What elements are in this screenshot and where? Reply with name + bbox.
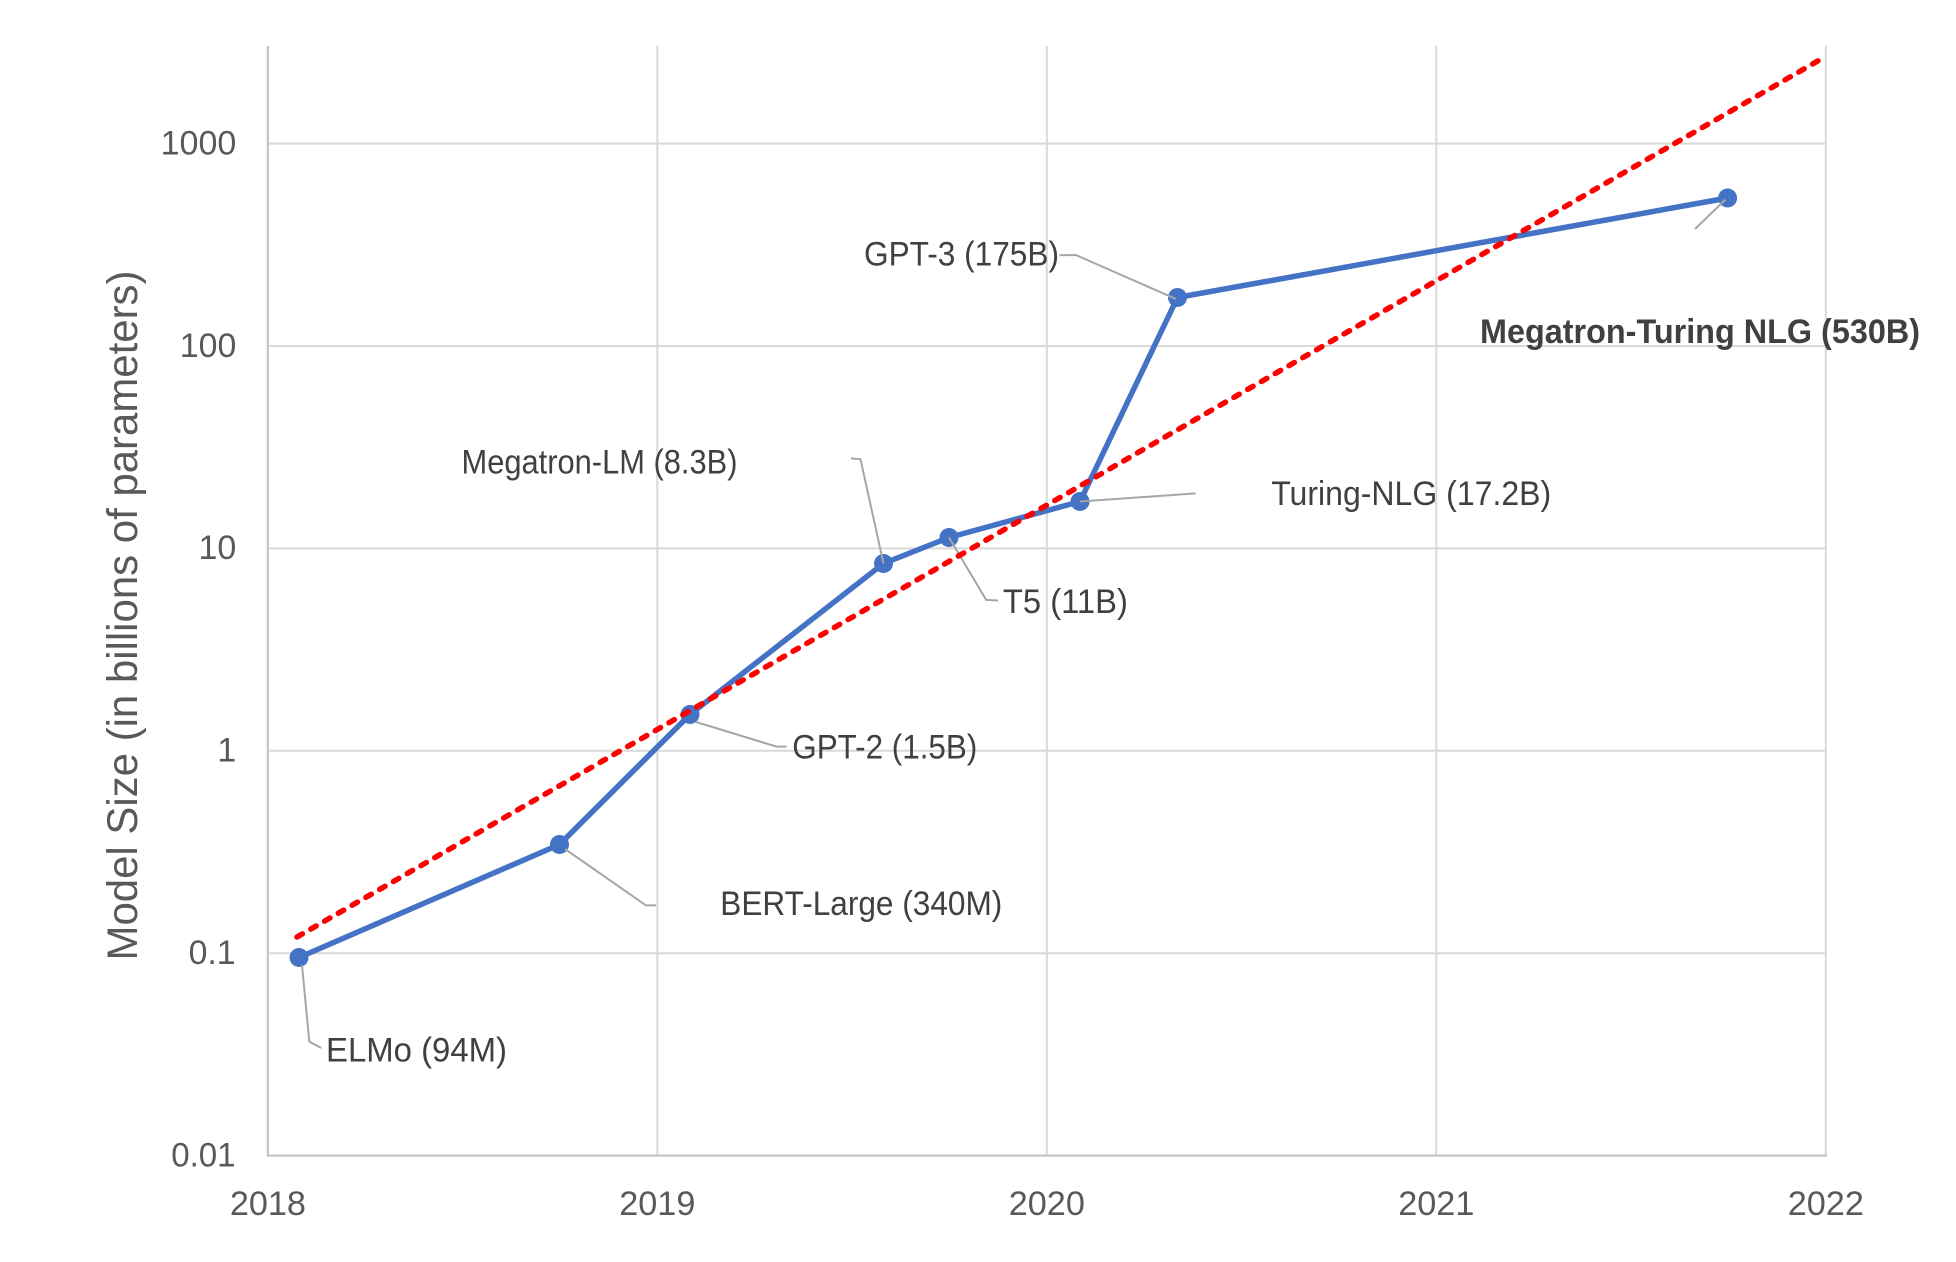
svg-text:GPT-3 (175B): GPT-3 (175B) <box>864 235 1059 273</box>
svg-text:Megatron-LM (8.3B): Megatron-LM (8.3B) <box>462 444 738 482</box>
svg-text:2019: 2019 <box>619 1185 695 1223</box>
svg-text:2018: 2018 <box>230 1185 306 1223</box>
svg-text:0.1: 0.1 <box>189 934 236 972</box>
svg-text:1: 1 <box>217 732 236 770</box>
svg-text:0.01: 0.01 <box>171 1136 235 1174</box>
svg-text:10: 10 <box>199 529 237 567</box>
svg-text:2022: 2022 <box>1788 1185 1864 1223</box>
svg-text:ELMo (94M): ELMo (94M) <box>326 1032 507 1070</box>
svg-text:2021: 2021 <box>1398 1185 1474 1223</box>
svg-text:GPT-2 (1.5B): GPT-2 (1.5B) <box>792 729 977 767</box>
svg-text:Megatron-Turing NLG (530B): Megatron-Turing NLG (530B) <box>1480 313 1920 351</box>
svg-text:Turing-NLG (17.2B): Turing-NLG (17.2B) <box>1271 475 1551 513</box>
svg-text:100: 100 <box>180 327 237 365</box>
svg-text:2020: 2020 <box>1009 1185 1085 1223</box>
svg-text:BERT-Large (340M): BERT-Large (340M) <box>720 885 1002 923</box>
svg-text:1000: 1000 <box>161 124 237 162</box>
svg-text:T5 (11B): T5 (11B) <box>1003 583 1128 621</box>
svg-text:Model Size (in billions of par: Model Size (in billions of parameters) <box>99 271 147 961</box>
